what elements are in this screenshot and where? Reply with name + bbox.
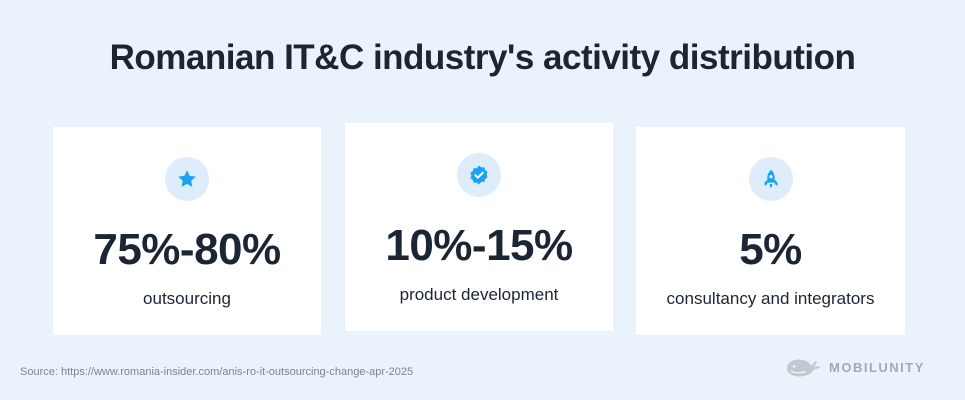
stat-label: consultancy and integrators xyxy=(666,289,875,308)
star-icon xyxy=(178,170,196,187)
rocket-icon xyxy=(764,169,777,188)
stat-value: 5% xyxy=(739,225,802,274)
verified-badge-icon-badge xyxy=(457,153,501,197)
stat-card-consultancy: 5% consultancy and integrators xyxy=(636,127,905,335)
source-citation: Source: https://www.romania-insider.com/… xyxy=(20,366,414,378)
page-title: Romanian IT&C industry's activity distri… xyxy=(109,38,856,77)
stat-label: product development xyxy=(399,285,559,304)
whale-logo-icon xyxy=(787,359,820,377)
rocket-icon-badge xyxy=(748,157,793,201)
stat-label: outsourcing xyxy=(143,289,231,308)
stat-card-outsourcing: 75%-80% outsourcing xyxy=(53,127,321,335)
verified-badge-icon xyxy=(470,165,488,185)
star-icon-badge xyxy=(165,157,209,201)
brand-name: MOBILUNITY xyxy=(829,359,925,375)
brand-logo: MOBILUNITY xyxy=(785,356,925,378)
stat-card-product-development: 10%-15% product development xyxy=(345,123,613,331)
stat-value: 10%-15% xyxy=(385,221,573,270)
stat-value: 75%-80% xyxy=(93,225,281,274)
